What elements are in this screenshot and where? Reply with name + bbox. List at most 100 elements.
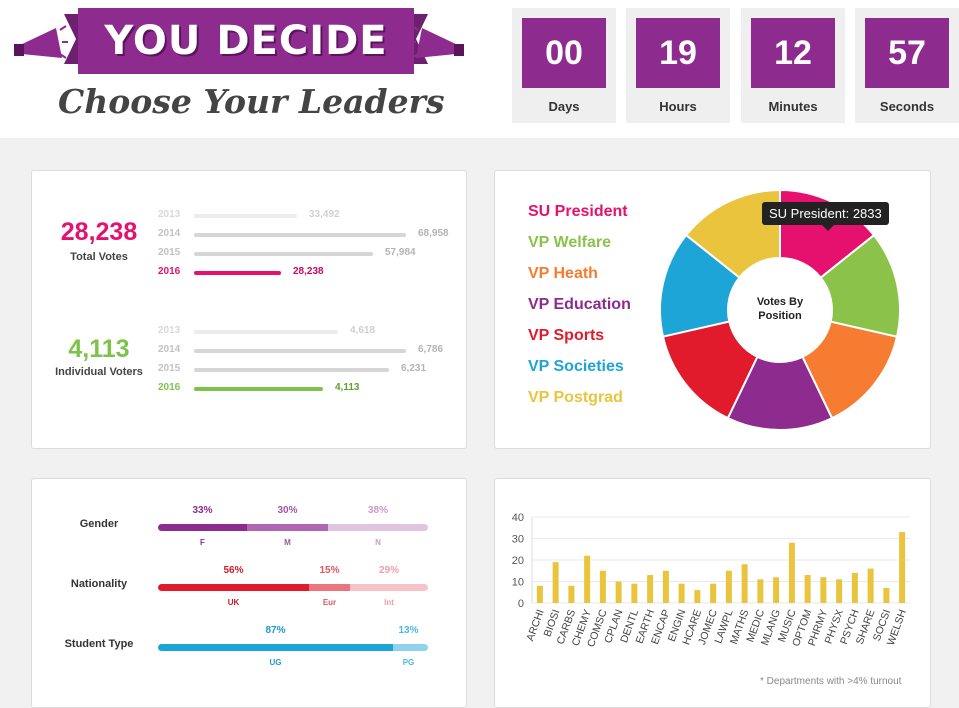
bar[interactable]	[820, 577, 827, 603]
legend-item: SU President	[528, 203, 628, 220]
bar[interactable]	[899, 532, 906, 603]
banner	[78, 8, 414, 74]
demographic-label: Nationality	[70, 578, 128, 590]
bar[interactable]	[804, 575, 811, 603]
y-tick-label: 0	[518, 598, 524, 610]
history-year: 2014	[158, 228, 181, 239]
bar[interactable]	[867, 568, 874, 603]
demographic-percent: 87%	[265, 625, 286, 636]
footnote: * Departments with >4% turnout	[760, 676, 902, 687]
history-value: 33,492	[309, 209, 340, 220]
bar[interactable]	[584, 555, 591, 603]
tooltip-arrow	[822, 225, 834, 231]
logo-title: YOU DECIDE	[104, 18, 388, 64]
bar[interactable]	[678, 583, 685, 603]
bar[interactable]	[757, 579, 764, 603]
countdown-minutes: 12 Minutes	[741, 8, 845, 123]
voters-number: 4,113	[68, 335, 130, 363]
donut-slice[interactable]	[659, 233, 741, 338]
legend-item: VP Postgrad	[528, 389, 623, 406]
history-value: 6,786	[418, 344, 444, 355]
demographic-category: Eur	[322, 598, 337, 607]
demographic-label: Gender	[79, 518, 119, 530]
demographic-percent: 13%	[398, 625, 419, 636]
history-bar	[194, 387, 323, 391]
x-tick-label: ARCHI	[524, 608, 546, 643]
demographic-segment	[350, 584, 428, 591]
donut-slice[interactable]	[801, 320, 899, 420]
demographic-segment	[328, 524, 428, 531]
total-votes-label: Total Votes	[70, 251, 128, 263]
history-bar	[194, 330, 338, 334]
legend-item: VP Education	[528, 296, 631, 313]
history-bar	[194, 214, 297, 218]
departments-bar-chart: 010203040ARCHIBIOSICARBSCHEMYCOMSCCPLAND…	[512, 512, 910, 649]
y-tick-label: 40	[512, 512, 524, 524]
demographic-percent: 15%	[319, 565, 340, 576]
bar[interactable]	[773, 577, 780, 603]
turnout-panel	[31, 170, 467, 449]
history-bar	[194, 233, 406, 237]
legend-item: VP Societies	[528, 358, 624, 375]
bar[interactable]	[552, 562, 559, 603]
demographic-category: F	[200, 538, 205, 547]
countdown-label: Seconds	[879, 99, 935, 114]
history-value: 4,113	[335, 382, 360, 393]
demographic-category: N	[375, 538, 381, 547]
bar[interactable]	[836, 579, 843, 603]
bar[interactable]	[788, 542, 795, 603]
history-year: 2015	[158, 363, 181, 374]
bar[interactable]	[568, 585, 575, 603]
demographic-category: UK	[227, 598, 240, 607]
countdown-value: 19	[636, 18, 720, 88]
demographic-percent: 56%	[223, 565, 244, 576]
history-bar	[194, 349, 406, 353]
demographic-category: Int	[384, 598, 394, 607]
history-year: 2013	[158, 325, 181, 336]
donut-tooltip: SU President: 2833	[762, 202, 889, 225]
demographic-category: PG	[402, 658, 415, 667]
donut-slice[interactable]	[661, 320, 759, 420]
bar[interactable]	[883, 587, 890, 603]
total-votes-number: 28,238	[60, 218, 138, 246]
y-tick-label: 10	[512, 577, 524, 589]
bar[interactable]	[536, 585, 543, 603]
logo-tagline: Choose Your Leaders	[58, 82, 445, 121]
bar[interactable]	[710, 583, 717, 603]
bar[interactable]	[741, 564, 748, 603]
megaphone-icon	[12, 24, 68, 64]
history-value: 4,618	[350, 325, 376, 336]
history-year: 2015	[158, 247, 181, 258]
legend-item: VP Sports	[528, 327, 605, 344]
countdown-label: Hours	[659, 99, 697, 114]
demographics-panel	[31, 478, 467, 708]
history-value: 68,958	[418, 228, 449, 239]
history-value: 6,231	[401, 363, 427, 374]
y-tick-label: 30	[512, 534, 524, 546]
bar[interactable]	[615, 581, 622, 604]
voters-label: Individual Voters	[55, 366, 143, 378]
countdown-value: 00	[522, 18, 606, 88]
bar[interactable]	[851, 572, 858, 603]
demographic-label: Student Type	[64, 638, 134, 650]
bar[interactable]	[662, 570, 669, 603]
legend-item: VP Heath	[528, 265, 598, 282]
bar[interactable]	[725, 570, 732, 603]
bar[interactable]	[694, 590, 701, 603]
history-year: 2016	[158, 382, 181, 393]
bar[interactable]	[631, 583, 638, 603]
donut-slice[interactable]	[726, 355, 834, 431]
bar[interactable]	[599, 570, 606, 603]
demographic-percent: 29%	[378, 565, 399, 576]
legend-item: VP Welfare	[528, 234, 612, 251]
donut-slice[interactable]	[819, 233, 901, 338]
countdown-value: 12	[751, 18, 835, 88]
history-year: 2014	[158, 344, 181, 355]
demographic-segment	[158, 644, 393, 651]
bar[interactable]	[647, 575, 654, 603]
donut-center-label: Votes By	[757, 296, 804, 308]
demographic-percent: 30%	[277, 505, 298, 516]
countdown-value: 57	[865, 18, 949, 88]
demographic-category: UG	[269, 658, 282, 667]
demographic-segment	[393, 644, 428, 651]
